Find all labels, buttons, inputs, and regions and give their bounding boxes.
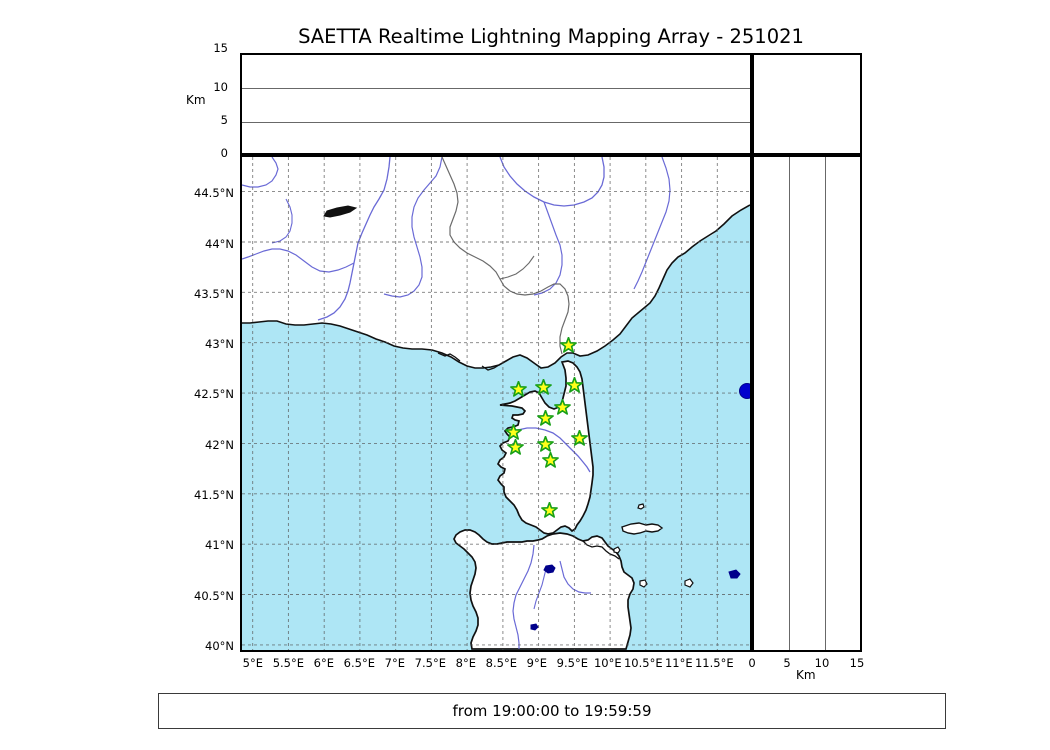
station-aleria[interactable] <box>570 429 588 447</box>
lon-tick-11: 11°E <box>664 656 693 670</box>
lon-tick-10-5: 10.5°E <box>623 656 663 670</box>
river-arno <box>633 157 671 290</box>
island-sardinia <box>453 529 635 650</box>
lon-tick-8: 8°E <box>455 656 476 670</box>
station-vizzavona[interactable] <box>537 435 555 453</box>
map-graphic <box>242 157 750 650</box>
station-calvi[interactable] <box>510 380 528 398</box>
lon-tick-5: 5°E <box>242 656 264 670</box>
top-ytick-0: 0 <box>220 146 228 160</box>
right-panel-gridline-10 <box>824 157 826 650</box>
border-france-italy <box>441 157 570 355</box>
lat-tick-43: 43°N <box>205 337 234 352</box>
lon-tick-9: 9°E <box>526 656 547 670</box>
top-panel-gridline-10 <box>242 88 750 90</box>
river-sardinia-2 <box>559 560 591 594</box>
station-corte-n[interactable] <box>553 398 571 416</box>
island-giglio <box>684 578 694 588</box>
right-panel-xlabel: Km <box>796 668 816 682</box>
lagoon-orbetello <box>728 569 741 579</box>
station-bonifacio[interactable] <box>540 502 558 519</box>
lon-tick-9-5: 9.5°E <box>556 656 588 670</box>
lon-tick-5-5: 5.5°E <box>272 656 304 670</box>
station-bastia[interactable] <box>565 376 583 394</box>
lat-tick-42-5: 42.5°N <box>194 387 234 402</box>
lon-tick-8-5: 8.5°E <box>485 656 517 670</box>
lon-tick-11-5: 11.5°E <box>694 656 734 670</box>
river-rhone-branch <box>242 248 355 273</box>
top-panel-ylabel: Km <box>186 93 206 107</box>
coastline-mainland <box>242 204 750 369</box>
landmass-mainland-europe <box>242 157 750 368</box>
lat-tick-44: 44°N <box>205 236 234 251</box>
coast-detail-a <box>437 352 461 362</box>
river-isere <box>383 157 443 298</box>
lat-tick-42: 42°N <box>205 437 234 452</box>
lat-tick-41-5: 41.5°N <box>194 487 234 502</box>
lat-tick-41: 41°N <box>205 538 234 553</box>
lon-tick-6-5: 6.5°E <box>343 656 375 670</box>
lat-tick-40: 40°N <box>205 638 234 653</box>
top-altitude-panel <box>240 53 752 155</box>
top-ytick-5: 5 <box>220 113 228 127</box>
river-rhone <box>317 157 391 321</box>
lake-sardinia-2 <box>530 623 539 631</box>
station-belgodere[interactable] <box>535 378 553 396</box>
river-po <box>499 157 605 207</box>
lon-tick-7: 7°E <box>384 656 405 670</box>
lon-tick-10: 10°E <box>593 656 622 670</box>
right-panel-gridline-5 <box>789 157 791 650</box>
lon-tick-6: 6°E <box>313 656 334 670</box>
river-small-1 <box>271 198 293 244</box>
station-piana[interactable] <box>504 423 522 441</box>
station-cap-corse[interactable] <box>560 337 577 354</box>
caption-text: from 19:00:00 to 19:59:59 <box>452 702 652 720</box>
river-golo-corsica <box>509 427 591 473</box>
right-xtick-15: 15 <box>849 656 865 670</box>
page-title: SAETTA Realtime Lightning Mapping Array … <box>298 25 804 48</box>
island-capraia <box>613 546 621 554</box>
lat-tick-44-5: 44.5°N <box>194 186 234 201</box>
river-sardinia-1 <box>512 544 535 649</box>
top-ytick-10: 10 <box>213 80 228 94</box>
map-panel[interactable] <box>240 155 752 652</box>
right-xtick-10: 10 <box>814 656 830 670</box>
island-elba <box>621 522 664 535</box>
right-xtick-5: 5 <box>783 656 791 670</box>
top-panel-gridline-5 <box>242 121 750 123</box>
station-ghisoni[interactable] <box>542 451 560 469</box>
border-small <box>499 255 535 280</box>
map-gridlines <box>242 157 750 650</box>
lat-tick-43-5: 43.5°N <box>194 286 234 301</box>
lake-geneva <box>323 205 358 218</box>
lon-tick-7-5: 7.5°E <box>414 656 446 670</box>
station-ajaccio-n[interactable] <box>506 438 524 456</box>
station-corte[interactable] <box>537 409 555 427</box>
river-sardinia-3 <box>533 568 547 610</box>
coast-detail-sardinia <box>582 540 620 560</box>
corner-panel <box>752 53 862 155</box>
lat-tick-40-5: 40.5°N <box>194 588 234 603</box>
marker-east-edge[interactable] <box>739 383 750 400</box>
right-xtick-0: 0 <box>748 656 756 670</box>
top-ytick-15: 15 <box>213 41 228 55</box>
right-altitude-panel <box>752 155 862 652</box>
coast-detail-b <box>481 364 500 371</box>
time-range-caption: from 19:00:00 to 19:59:59 <box>158 693 946 729</box>
island-gorgona <box>637 503 645 510</box>
lake-sardinia-1 <box>543 564 556 574</box>
river-po-2 <box>533 201 563 296</box>
